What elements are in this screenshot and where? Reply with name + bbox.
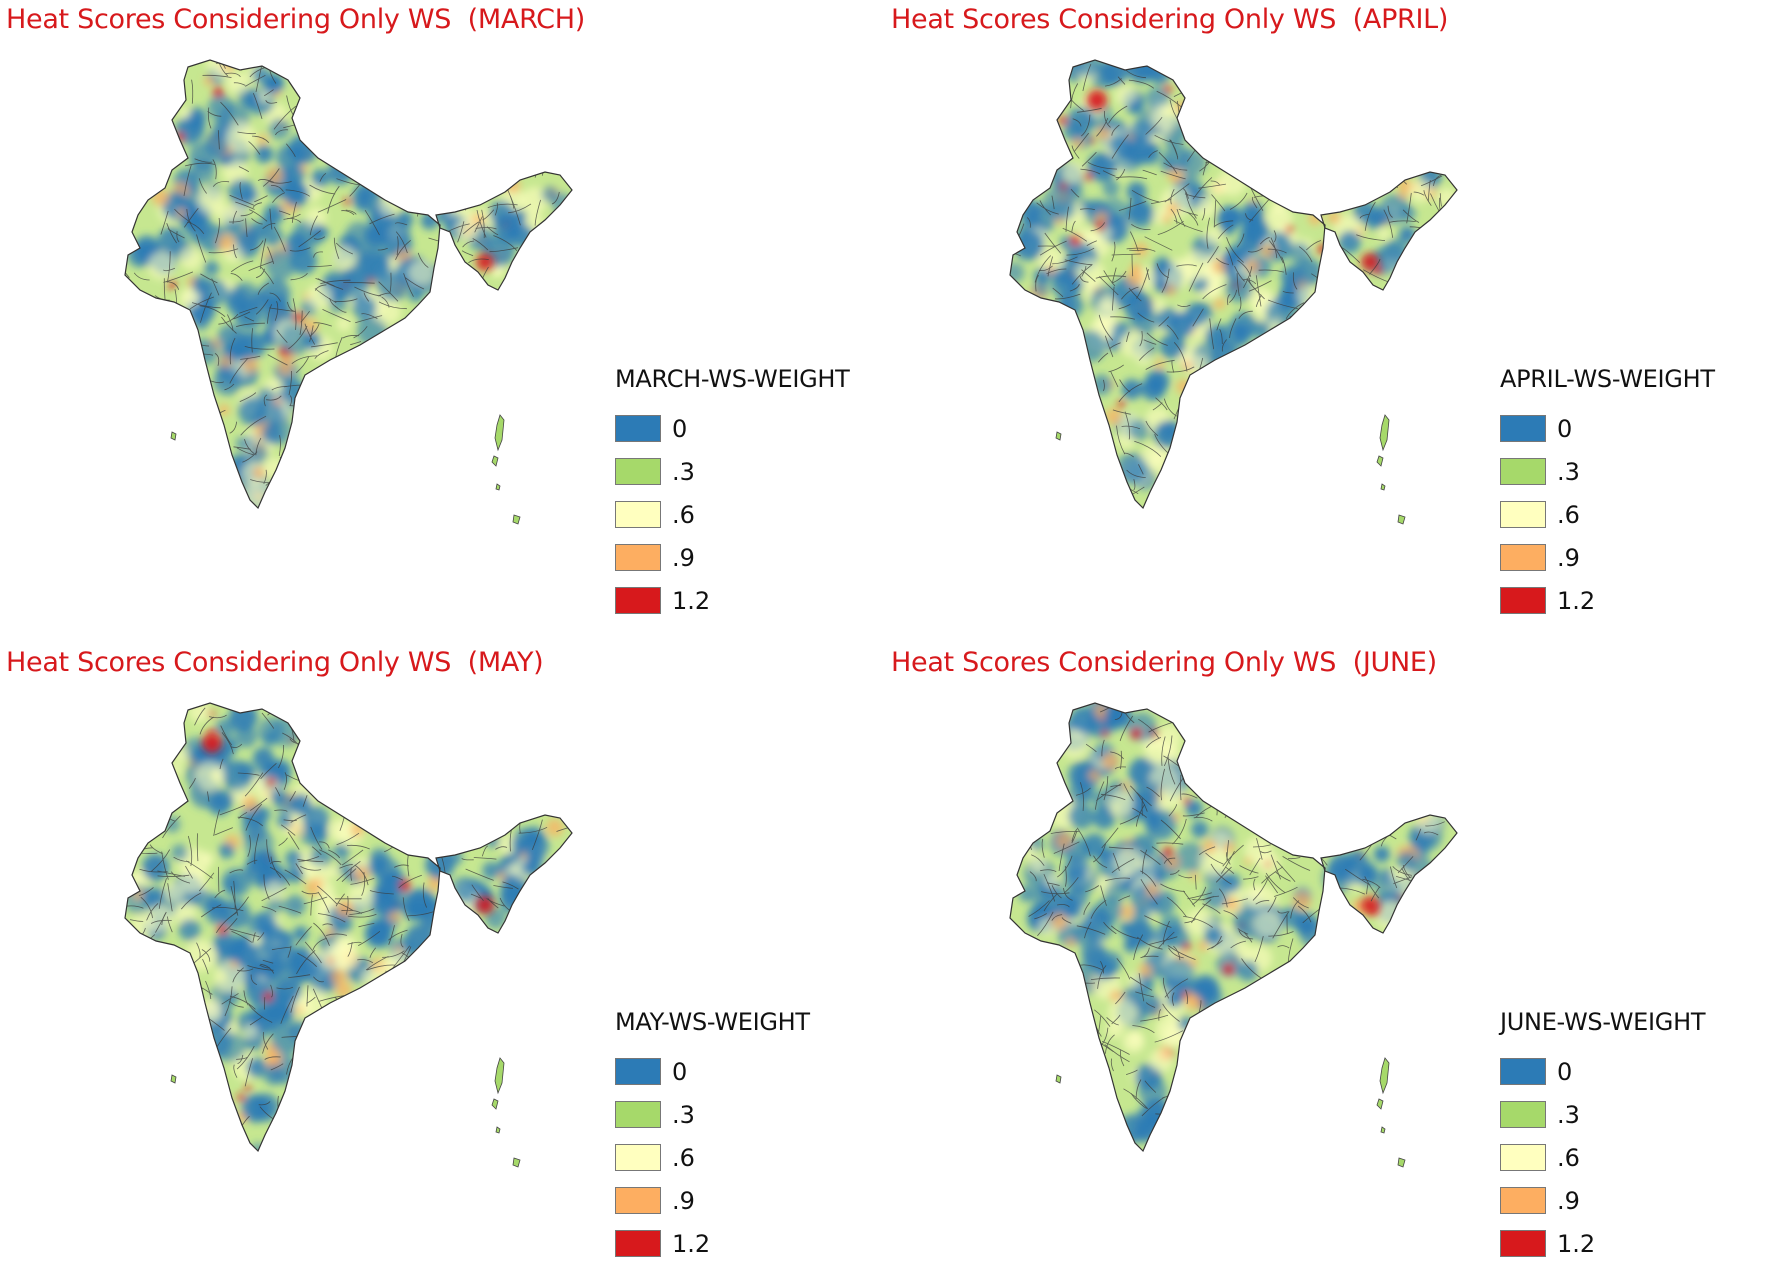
legend-label: .3 — [672, 457, 695, 486]
panel-title: Heat Scores Considering Only WS (MAY) — [6, 647, 544, 678]
legend-label: .6 — [1557, 500, 1580, 529]
legend-swatch — [1500, 587, 1546, 614]
legend-item: .9 — [1500, 1179, 1705, 1222]
legend-swatch — [1500, 544, 1546, 571]
legend-label: 1.2 — [672, 586, 711, 615]
legend-swatch — [615, 587, 661, 614]
legend-item: .9 — [615, 536, 850, 579]
legend-item: 1.2 — [615, 1222, 810, 1265]
legend-title: APRIL-WS-WEIGHT — [1500, 365, 1715, 393]
legend-swatch — [1500, 1101, 1546, 1128]
legend-item: 0 — [1500, 407, 1715, 450]
legend-swatch — [1500, 501, 1546, 528]
legend-item: 1.2 — [615, 579, 850, 622]
legend-item: .6 — [615, 1136, 810, 1179]
legend-item: .6 — [1500, 493, 1715, 536]
legend-label: 1.2 — [1557, 586, 1596, 615]
legend-swatch — [1500, 458, 1546, 485]
legend-label: 0 — [1557, 1057, 1573, 1086]
legend-swatch — [615, 415, 661, 442]
panel-title: Heat Scores Considering Only WS (MARCH) — [6, 4, 585, 35]
legend-label: .3 — [1557, 457, 1580, 486]
legend-item: 0 — [615, 407, 850, 450]
legend-item: .9 — [1500, 536, 1715, 579]
legend-item: 0 — [615, 1050, 810, 1093]
legend-label: .9 — [1557, 543, 1580, 572]
legend-label: .6 — [1557, 1143, 1580, 1172]
legend-swatch — [615, 1101, 661, 1128]
map-legend: APRIL-WS-WEIGHT 0 .3 .6 .9 1.2 — [1500, 365, 1715, 622]
map-panel: Heat Scores Considering Only WS (APRIL) A… — [885, 0, 1770, 643]
legend-label: 0 — [672, 1057, 688, 1086]
india-heat-map — [124, 59, 573, 525]
heat-surface — [125, 703, 572, 1151]
legend-item: .6 — [615, 493, 850, 536]
panel-title: Heat Scores Considering Only WS (APRIL) — [891, 4, 1449, 35]
legend-swatch — [615, 1058, 661, 1085]
panel-title: Heat Scores Considering Only WS (JUNE) — [891, 647, 1437, 678]
india-heat-map — [1009, 702, 1458, 1168]
heat-surface — [1010, 703, 1457, 1151]
legend-swatch — [615, 1144, 661, 1171]
legend-item: .3 — [615, 1093, 810, 1136]
legend-item: 1.2 — [1500, 579, 1715, 622]
map-legend: MAY-WS-WEIGHT 0 .3 .6 .9 1.2 — [615, 1008, 810, 1265]
heat-surface — [1010, 60, 1457, 508]
legend-label: 1.2 — [672, 1229, 711, 1258]
legend-swatch — [1500, 415, 1546, 442]
legend-swatch — [1500, 1187, 1546, 1214]
legend-label: .9 — [672, 1186, 695, 1215]
legend-label: .3 — [1557, 1100, 1580, 1129]
legend-swatch — [1500, 1230, 1546, 1257]
legend-item: .3 — [615, 450, 850, 493]
legend-item: 1.2 — [1500, 1222, 1705, 1265]
legend-item: .3 — [1500, 1093, 1705, 1136]
legend-label: .6 — [672, 1143, 695, 1172]
map-panel: Heat Scores Considering Only WS (MAY) MAY… — [0, 643, 885, 1286]
heat-surface — [125, 60, 572, 508]
legend-label: 0 — [672, 414, 688, 443]
legend-label: 0 — [1557, 414, 1573, 443]
legend-swatch — [615, 544, 661, 571]
legend-label: .3 — [672, 1100, 695, 1129]
map-panel: Heat Scores Considering Only WS (JUNE) JU… — [885, 643, 1770, 1286]
legend-title: MAY-WS-WEIGHT — [615, 1008, 810, 1036]
legend-swatch — [615, 1187, 661, 1214]
legend-item: 0 — [1500, 1050, 1705, 1093]
legend-item: .3 — [1500, 450, 1715, 493]
legend-swatch — [615, 1230, 661, 1257]
map-panel: Heat Scores Considering Only WS (MARCH) M… — [0, 0, 885, 643]
map-legend: MARCH-WS-WEIGHT 0 .3 .6 .9 1.2 — [615, 365, 850, 622]
legend-item: .9 — [615, 1179, 810, 1222]
map-legend: JUNE-WS-WEIGHT 0 .3 .6 .9 1.2 — [1500, 1008, 1705, 1265]
legend-label: .9 — [672, 543, 695, 572]
legend-swatch — [1500, 1144, 1546, 1171]
legend-label: 1.2 — [1557, 1229, 1596, 1258]
india-heat-map — [1009, 59, 1458, 525]
legend-item: .6 — [1500, 1136, 1705, 1179]
legend-swatch — [1500, 1058, 1546, 1085]
legend-swatch — [615, 458, 661, 485]
legend-label: .6 — [672, 500, 695, 529]
legend-swatch — [615, 501, 661, 528]
legend-title: JUNE-WS-WEIGHT — [1500, 1008, 1706, 1036]
legend-title: MARCH-WS-WEIGHT — [615, 365, 850, 393]
legend-label: .9 — [1557, 1186, 1580, 1215]
india-heat-map — [124, 702, 573, 1168]
